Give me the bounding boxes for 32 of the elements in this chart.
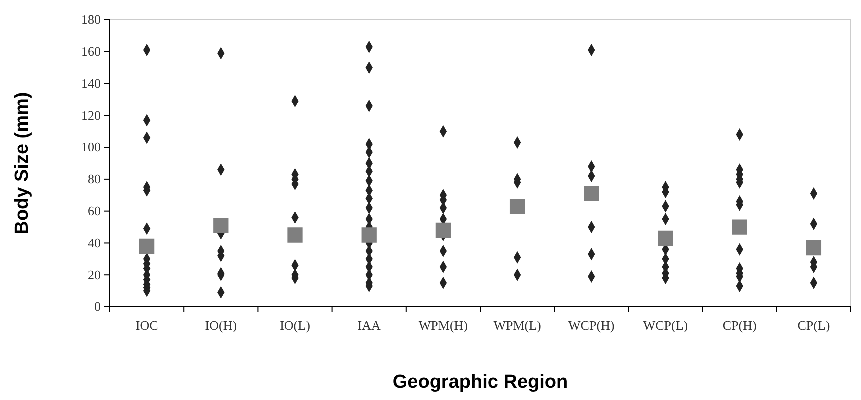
x-tick-label: IO(L) [280,318,310,334]
x-tick-label: CP(H) [722,318,757,334]
y-tick-label: 180 [82,12,101,28]
point [436,222,452,238]
point [139,238,155,254]
y-tick-label: 160 [82,44,101,60]
x-tick-label: WPM(H) [418,318,468,334]
x-tick-label: WPM(L) [494,318,542,334]
point [658,230,674,246]
point [584,186,600,202]
x-axis-title: Geographic Region [392,372,568,393]
x-tick-label: IAA [358,318,382,334]
x-tick-label: IO(H) [205,318,238,334]
y-tick-label: 140 [82,76,101,91]
y-tick-label: 40 [88,235,101,250]
point [806,240,822,256]
x-tick-label: WCP(H) [568,318,615,334]
y-tick-label: 0 [94,299,101,314]
y-tick-label: 100 [82,140,101,155]
y-axis-title: Body Size (mm) [12,92,33,235]
point [510,198,526,214]
y-tick-label: 120 [82,108,101,123]
y-tick-label: 20 [88,267,101,282]
y-tick-label: 80 [88,172,101,187]
x-tick-label: CP(L) [798,318,830,334]
point [214,218,229,234]
point [732,220,748,235]
x-tick-label: WCP(L) [643,318,688,334]
x-tick-label: IOC [136,318,158,334]
point [288,228,303,243]
y-tick-label: 60 [88,203,101,218]
point [362,228,377,243]
